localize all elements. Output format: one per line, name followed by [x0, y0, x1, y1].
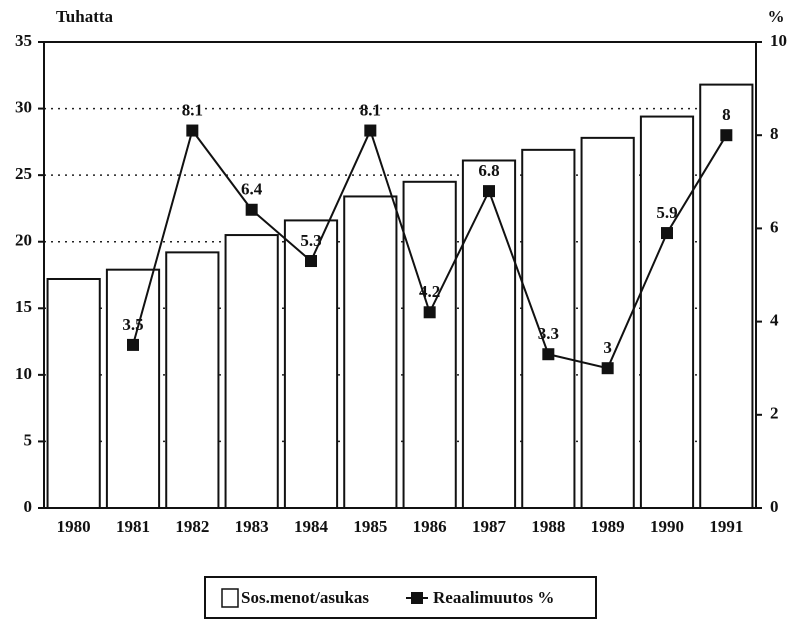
marker	[127, 338, 139, 351]
legend-swatch-bar	[221, 588, 239, 608]
marker	[601, 362, 614, 375]
marker	[305, 255, 317, 268]
bar	[46, 277, 101, 509]
y2-tick-label: 8	[770, 124, 779, 143]
x-tick-label: 1980	[57, 517, 91, 536]
x-tick-label: 1987	[472, 517, 507, 536]
y-tick-label: 25	[15, 164, 32, 183]
data-label: 3.5	[122, 315, 143, 334]
bar	[461, 159, 517, 510]
data-label: 5.9	[656, 203, 677, 222]
marker	[186, 124, 199, 137]
x-tick-label: 1991	[709, 517, 743, 536]
y2-tick-label: 4	[770, 311, 779, 330]
y-tick-label: 20	[15, 231, 32, 250]
y2-tick-label: 10	[770, 31, 787, 50]
data-label: 5.3	[300, 231, 321, 250]
x-tick-label: 1981	[116, 517, 150, 536]
legend-label: Reaalimuutos %	[433, 588, 554, 607]
bar	[343, 195, 398, 509]
y2-tick-label: 6	[770, 217, 779, 236]
bar	[699, 83, 754, 509]
x-tick-label: 1984	[294, 517, 329, 536]
marker	[423, 306, 436, 319]
data-label: 3.3	[538, 324, 559, 343]
marker	[245, 203, 258, 216]
legend-box	[204, 576, 597, 619]
bar	[402, 180, 457, 510]
x-tick-label: 1989	[591, 517, 625, 536]
plot-frame	[43, 41, 757, 509]
x-tick-label: 1988	[531, 517, 565, 536]
x-tick-label: 1982	[175, 517, 209, 536]
bar	[224, 234, 279, 510]
y-tick-label: 35	[15, 31, 32, 50]
data-label: 3	[603, 338, 612, 357]
legend-label: Sos.menot/asukas	[241, 588, 369, 607]
bar	[165, 251, 220, 509]
bar	[521, 148, 576, 510]
y-axis-label: Tuhatta	[56, 7, 114, 26]
data-label: 8	[722, 105, 731, 124]
y2-axis-label: %	[768, 7, 785, 26]
marker	[364, 124, 377, 137]
y-tick-label: 0	[24, 497, 33, 516]
bar	[639, 115, 695, 509]
y2-tick-label: 0	[770, 497, 779, 516]
marker	[483, 185, 495, 198]
x-tick-label: 1983	[235, 517, 269, 536]
y-tick-label: 15	[15, 297, 32, 316]
x-tick-label: 1986	[413, 517, 447, 536]
data-label: 6.4	[241, 180, 263, 199]
bar	[105, 268, 161, 509]
y-tick-label: 10	[15, 364, 32, 383]
marker	[720, 129, 733, 142]
data-label: 6.8	[478, 161, 499, 180]
marker	[542, 348, 555, 361]
legend-swatch-marker	[411, 592, 423, 604]
marker	[661, 227, 673, 240]
data-label: 8.1	[182, 100, 203, 119]
y-tick-label: 30	[15, 97, 32, 116]
bar	[580, 136, 635, 509]
x-tick-label: 1990	[650, 517, 684, 536]
data-label: 4.2	[419, 282, 440, 301]
x-tick-label: 1985	[353, 517, 387, 536]
y-tick-label: 5	[24, 430, 33, 449]
data-label: 8.1	[360, 100, 381, 119]
y2-tick-label: 2	[770, 404, 779, 423]
